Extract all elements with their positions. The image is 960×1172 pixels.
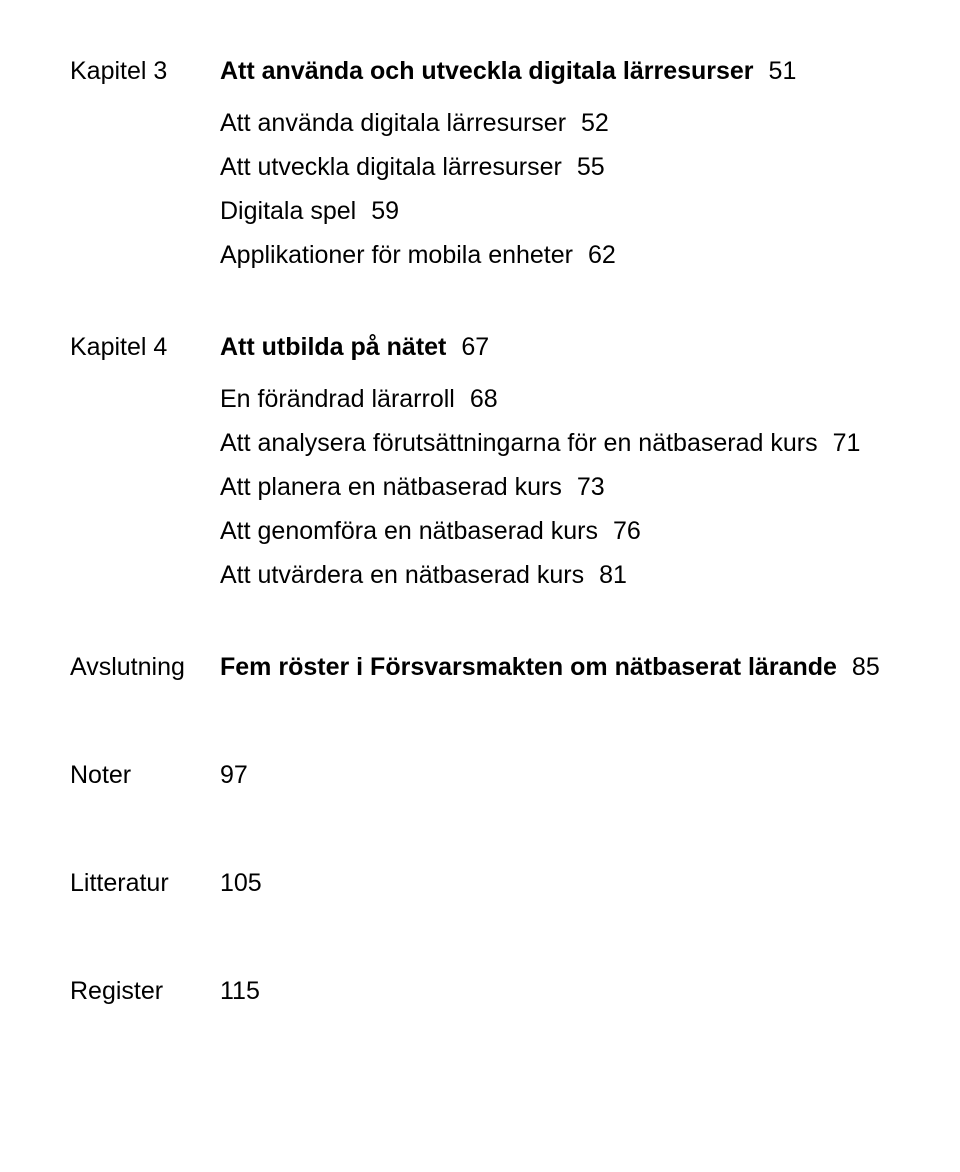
- section-label: Register: [70, 976, 220, 1006]
- section-label: Noter: [70, 760, 220, 790]
- section-heading-page: 105: [220, 868, 262, 898]
- section-heading-row: Att utbilda på nätet 67: [220, 332, 910, 362]
- toc-entry-page: 52: [581, 108, 609, 138]
- section-content: 115: [220, 976, 910, 1006]
- section-heading-page: 115: [220, 976, 260, 1006]
- toc-entry-page: 73: [577, 472, 605, 502]
- toc-entry: Att utvärdera en nätbaserad kurs 81: [220, 560, 910, 590]
- toc-entry-page: 55: [577, 152, 605, 182]
- toc-entry-title: Applikationer för mobila enheter: [220, 240, 573, 270]
- toc-entry-title: Att utveckla digitala lärresurser: [220, 152, 562, 182]
- section-heading-page: 51: [769, 56, 797, 86]
- toc-entry-page: 62: [588, 240, 616, 270]
- section-heading-title: Fem röster i Försvarsmakten om nätbasera…: [220, 652, 837, 682]
- section-heading-page: 67: [461, 332, 489, 362]
- section-heading-page: 85: [852, 652, 880, 682]
- section-label: Kapitel 3: [70, 56, 220, 86]
- section-label: Avslutning: [70, 652, 220, 682]
- toc-section-register: Register 115: [70, 976, 910, 1006]
- section-heading-title: Att utbilda på nätet: [220, 332, 446, 362]
- toc-entry: Applikationer för mobila enheter 62: [220, 240, 910, 270]
- toc-entry-page: 81: [599, 560, 627, 590]
- section-content: Att använda och utveckla digitala lärres…: [220, 56, 910, 270]
- toc-entry: Att utveckla digitala lärresurser 55: [220, 152, 910, 182]
- toc-entry-title: Att genomföra en nätbaserad kurs: [220, 516, 598, 546]
- toc-page: Kapitel 3 Att använda och utveckla digit…: [0, 0, 960, 1006]
- toc-entry: Att använda digitala lärresurser 52: [220, 108, 910, 138]
- section-content: 105: [220, 868, 910, 898]
- section-heading-page: 97: [220, 760, 248, 790]
- section-heading-row: Att använda och utveckla digitala lärres…: [220, 56, 910, 86]
- toc-section-kapitel-4: Kapitel 4 Att utbilda på nätet 67 En för…: [70, 332, 910, 590]
- section-heading-row: 97: [220, 760, 910, 790]
- toc-section-kapitel-3: Kapitel 3 Att använda och utveckla digit…: [70, 56, 910, 270]
- toc-section-avslutning: Avslutning Fem röster i Försvarsmakten o…: [70, 652, 910, 682]
- section-content: 97: [220, 760, 910, 790]
- toc-entry-title: Digitala spel: [220, 196, 356, 226]
- section-heading-title: Att använda och utveckla digitala lärres…: [220, 56, 754, 86]
- section-label: Litteratur: [70, 868, 220, 898]
- toc-entry-title: En förändrad lärarroll: [220, 384, 455, 414]
- toc-entry-page: 71: [833, 428, 861, 458]
- toc-entry: En förändrad lärarroll 68: [220, 384, 910, 414]
- toc-entry: Digitala spel 59: [220, 196, 910, 226]
- toc-entry: Att genomföra en nätbaserad kurs 76: [220, 516, 910, 546]
- toc-entry-title: Att använda digitala lärresurser: [220, 108, 566, 138]
- toc-entry-page: 59: [371, 196, 399, 226]
- section-content: Att utbilda på nätet 67 En förändrad lär…: [220, 332, 910, 590]
- toc-entry-title: Att planera en nätbaserad kurs: [220, 472, 562, 502]
- section-heading-row: Fem röster i Försvarsmakten om nätbasera…: [220, 652, 910, 682]
- toc-section-noter: Noter 97: [70, 760, 910, 790]
- toc-entry: Att analysera förutsättningarna för en n…: [220, 428, 910, 458]
- section-heading-row: 105: [220, 868, 910, 898]
- toc-entry-page: 76: [613, 516, 641, 546]
- toc-entry-page: 68: [470, 384, 498, 414]
- toc-section-litteratur: Litteratur 105: [70, 868, 910, 898]
- section-content: Fem röster i Försvarsmakten om nätbasera…: [220, 652, 910, 682]
- toc-entry: Att planera en nätbaserad kurs 73: [220, 472, 910, 502]
- toc-entry-title: Att utvärdera en nätbaserad kurs: [220, 560, 584, 590]
- section-label: Kapitel 4: [70, 332, 220, 362]
- toc-entry-title: Att analysera förutsättningarna för en n…: [220, 428, 818, 458]
- section-heading-row: 115: [220, 976, 910, 1006]
